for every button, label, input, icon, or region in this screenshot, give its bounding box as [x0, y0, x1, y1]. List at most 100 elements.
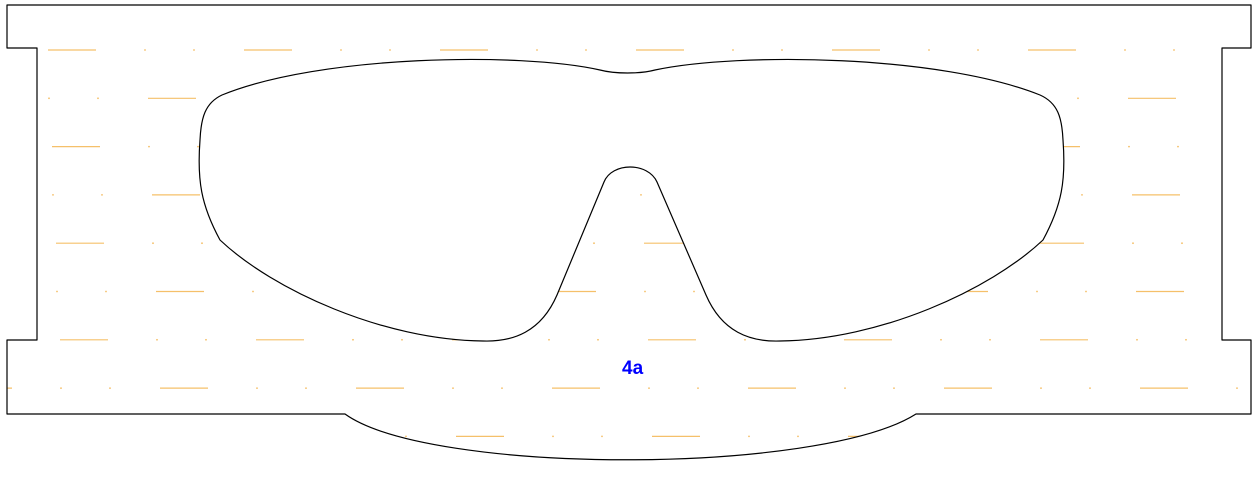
hatch-dot — [1181, 242, 1183, 245]
hatch-dot — [448, 290, 450, 293]
hatch-dot — [201, 242, 203, 245]
hatch-dot — [548, 338, 550, 341]
hatch-dot — [156, 338, 158, 341]
hatch-dot — [60, 387, 62, 389]
hatch-dot — [352, 338, 354, 341]
hatch-dot — [1124, 49, 1126, 51]
hatch-dot — [540, 145, 542, 148]
hatch-dot — [797, 435, 799, 438]
hatch-dot — [593, 242, 595, 245]
hatch-dot — [97, 97, 99, 100]
hatch-dot — [252, 290, 254, 293]
hatch-dot — [844, 387, 846, 389]
hatch-dot — [444, 194, 446, 196]
hatch-dot — [1077, 97, 1079, 100]
hatch-dot — [648, 387, 650, 389]
hatch-dot — [244, 97, 246, 100]
hatch-dot — [248, 194, 250, 196]
part-label: 4a — [622, 358, 644, 379]
hatch-dot — [1140, 435, 1142, 438]
hatch-dot — [1089, 387, 1091, 389]
hatch-dot — [489, 97, 491, 100]
hatch-dot — [748, 435, 750, 438]
hatch-dot — [732, 49, 734, 51]
hatch-dot — [640, 194, 642, 196]
hatch-dot — [781, 49, 783, 51]
hatch-dot — [1232, 290, 1234, 293]
hatch-dot — [736, 145, 738, 148]
hatch-dot — [1, 146, 3, 148]
hatch-dot — [1224, 97, 1226, 100]
hatch-dot — [356, 435, 358, 438]
hatch-dot — [160, 435, 162, 438]
hatch-dot — [501, 387, 503, 389]
material-hatching — [1, 49, 1251, 438]
hatch-dot — [305, 387, 307, 389]
hatch-dot — [1185, 338, 1187, 341]
hatch-dot — [393, 145, 395, 148]
hatch-dot — [1040, 387, 1042, 389]
hatch-dot — [944, 435, 946, 438]
hatch-dot — [740, 242, 742, 245]
hatch-dot — [1028, 97, 1030, 100]
hatch-dot — [932, 145, 934, 148]
hatch-dot — [56, 290, 58, 293]
hatch-dot — [636, 97, 638, 100]
hatch-dot — [397, 242, 399, 245]
hatch-dot — [152, 242, 154, 245]
hatch-dot — [5, 242, 7, 244]
hatch-dot — [589, 145, 591, 148]
hatch-dot — [885, 194, 887, 196]
hatch-dot — [993, 435, 995, 438]
hatch-dot — [744, 338, 746, 341]
hatch-dot — [785, 145, 787, 148]
hatch-dot — [105, 290, 107, 293]
hatch-dot — [889, 290, 891, 293]
hatch-dot — [544, 242, 546, 245]
hatch-dot — [48, 97, 50, 100]
hatch-dot — [985, 242, 987, 245]
hatch-dot — [1136, 338, 1138, 341]
hatch-dot — [109, 387, 111, 389]
hatch-dot — [685, 97, 687, 100]
hatch-dot — [389, 49, 391, 51]
hatch-dot — [585, 49, 587, 51]
hatch-dot — [205, 338, 207, 341]
hatch-dot — [893, 387, 895, 389]
hatch-dot — [989, 338, 991, 341]
hatch-dot — [1177, 145, 1179, 148]
hatch-dot — [644, 290, 646, 293]
hatch-dot — [497, 290, 499, 293]
hatch-dot — [840, 290, 842, 293]
hatch-dot — [981, 145, 983, 148]
hatch-dot — [493, 194, 495, 196]
hatch-dot — [601, 435, 603, 438]
hatch-dot — [689, 194, 691, 196]
hatch-dot — [209, 435, 211, 438]
hatch-dot — [1085, 290, 1087, 293]
hatch-dot — [148, 145, 150, 148]
hatch-dot — [940, 338, 942, 341]
hatch-dot — [1081, 194, 1083, 196]
hatch-dot — [1173, 49, 1175, 51]
hatch-dot — [1036, 290, 1038, 293]
hatch-dot — [452, 387, 454, 389]
hatch-dot — [340, 49, 342, 51]
hatch-dot — [344, 145, 346, 148]
hatch-dot — [197, 145, 199, 148]
hatch-dot — [597, 338, 599, 341]
hatch-dot — [144, 49, 146, 51]
hatch-dot — [101, 194, 103, 196]
hatch-dot — [928, 49, 930, 51]
hatch-dot — [13, 435, 15, 438]
hatch-dot — [1189, 435, 1191, 438]
hatch-dot — [693, 290, 695, 293]
hatch-dot — [977, 49, 979, 51]
hatch-dot — [301, 290, 303, 293]
lens-cutout-outline — [198, 58, 1065, 342]
hatch-dot — [789, 242, 791, 245]
hatch-dot — [405, 435, 407, 438]
outer-profile-outline — [6, 4, 1252, 461]
hatch-dot — [836, 194, 838, 196]
